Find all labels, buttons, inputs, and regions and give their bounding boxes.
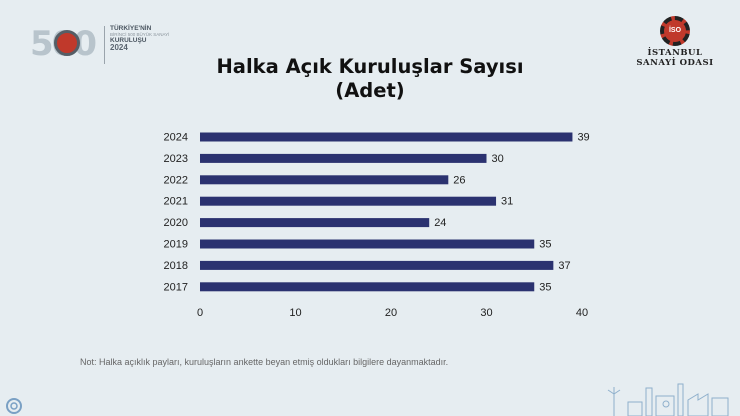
bar [200, 218, 430, 228]
category-label: 2018 [164, 260, 188, 272]
x-tick-label: 0 [197, 307, 203, 319]
category-label: 2023 [164, 153, 188, 165]
bar [200, 153, 487, 163]
data-label: 35 [539, 239, 551, 251]
gear-decoration-icon [6, 398, 22, 414]
iso-gear-icon [54, 30, 80, 56]
bar [200, 260, 554, 270]
x-tick-label: 10 [289, 307, 301, 319]
bar [200, 239, 535, 249]
bar [200, 132, 573, 142]
chart-title-line1: Halka Açık Kuruluşlar Sayısı [216, 55, 524, 78]
logo-right-line1: İSTANBUL [647, 48, 703, 58]
data-label: 31 [501, 196, 513, 208]
category-label: 2021 [164, 196, 188, 208]
x-tick-label: 30 [480, 307, 492, 319]
logo-left-line2: BİRİNCİ 500 BÜYÜK SANAYİ [110, 31, 170, 37]
logo-500-buyuk-sanayi: 500 TÜRKİYE'NİN BİRİNCİ 500 BÜYÜK SANAYİ… [30, 20, 169, 70]
footnote: Not: Halka açıklık payları, kuruluşların… [80, 357, 449, 367]
chart-title: Halka Açık Kuruluşlar Sayısı (Adet) [0, 55, 740, 103]
logo-right-name: İSTANBUL SANAYİ ODASI [634, 48, 716, 69]
iso-gear-icon: İSO [660, 16, 690, 46]
category-label: 2022 [164, 174, 188, 186]
industry-skyline-icon [607, 383, 729, 416]
logo-istanbul-sanayi-odasi: İSO İSTANBUL SANAYİ ODASI [634, 16, 716, 76]
data-label: 24 [434, 217, 446, 229]
bar [200, 282, 535, 292]
data-label: 39 [577, 132, 589, 144]
data-label: 26 [453, 174, 465, 186]
logo-divider [104, 26, 105, 64]
iso-badge-text: İSO [668, 27, 682, 34]
category-label: 2020 [164, 217, 188, 229]
logo-left-line3: KURULUŞU [110, 36, 147, 44]
x-tick-label: 20 [385, 307, 397, 319]
x-tick-label: 40 [576, 307, 588, 319]
logo-right-line2: SANAYİ ODASI [636, 57, 714, 68]
category-label: 2019 [164, 239, 188, 251]
chart-title-line2: (Adet) [335, 79, 405, 102]
logo-left-text: TÜRKİYE'NİN BİRİNCİ 500 BÜYÜK SANAYİ KUR… [110, 25, 200, 53]
logo-left-line1: TÜRKİYE'NİN [110, 25, 152, 32]
category-label: 2024 [164, 132, 188, 144]
data-label: 30 [492, 153, 504, 165]
data-label: 35 [539, 281, 551, 293]
category-label: 2017 [164, 281, 188, 293]
data-label: 37 [558, 260, 570, 272]
bar [200, 196, 497, 206]
bar [200, 175, 449, 185]
logo-left-line4: 2024 [110, 43, 128, 53]
